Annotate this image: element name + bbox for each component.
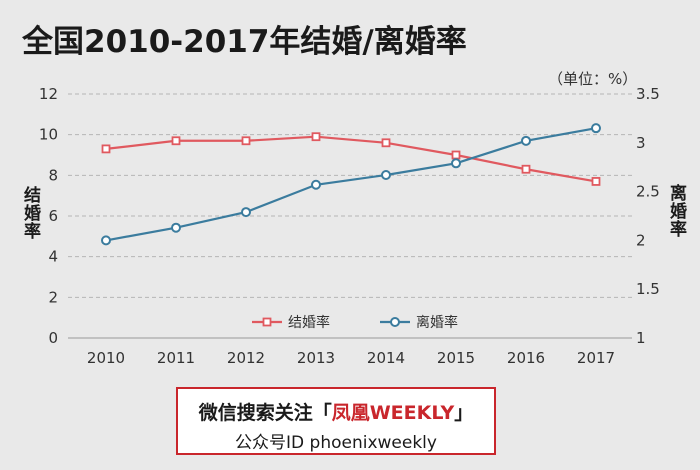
x-tick-label: 2012 bbox=[227, 349, 265, 367]
y-left-tick-label: 8 bbox=[48, 166, 58, 184]
data-point-marriage bbox=[381, 138, 391, 148]
y-left-tick-label: 0 bbox=[48, 329, 58, 347]
data-point-divorce bbox=[521, 135, 531, 146]
data-point-marriage bbox=[171, 136, 181, 146]
footer-suffix: 」 bbox=[454, 402, 474, 424]
data-point-marriage bbox=[591, 177, 601, 186]
data-point-marriage bbox=[451, 150, 461, 160]
y-axis-right-label: 离婚率 bbox=[666, 184, 686, 238]
x-tick-label: 2014 bbox=[367, 349, 405, 367]
series-line bbox=[105, 127, 597, 242]
footer-line-1: 微信搜索关注「凤凰WEEKLY」 bbox=[178, 398, 494, 425]
y-axis-left-label: 结婚率 bbox=[20, 186, 40, 240]
y-left-tick-label: 4 bbox=[48, 248, 58, 266]
y-right-tick-label: 1 bbox=[636, 329, 646, 347]
data-point-divorce bbox=[591, 123, 601, 134]
unit-label: （单位：%） bbox=[548, 70, 638, 88]
data-point-divorce bbox=[171, 222, 181, 233]
y-right-tick-label: 2 bbox=[636, 231, 646, 249]
data-point-divorce bbox=[101, 235, 111, 246]
data-point-marriage bbox=[521, 164, 531, 174]
data-point-marriage bbox=[241, 136, 251, 146]
data-point-divorce bbox=[241, 207, 251, 218]
x-tick-label: 2011 bbox=[157, 349, 195, 367]
chart-title: 全国2010-2017年结婚/离婚率 bbox=[22, 24, 467, 60]
legend-marker bbox=[390, 317, 400, 327]
data-point-divorce bbox=[451, 158, 461, 169]
x-tick-label: 2017 bbox=[577, 349, 615, 367]
x-tick-label: 2013 bbox=[297, 349, 335, 367]
legend-label: 结婚率 bbox=[288, 314, 330, 331]
y-right-tick-label: 2.5 bbox=[636, 183, 660, 201]
y-left-tick-label: 2 bbox=[48, 288, 58, 306]
data-point-marriage bbox=[311, 132, 321, 142]
footer-brand: 凤凰WEEKLY bbox=[331, 402, 455, 424]
series-line bbox=[105, 135, 597, 183]
x-tick-label: 2016 bbox=[507, 349, 545, 367]
footer-banner: 微信搜索关注「凤凰WEEKLY」 公众号ID phoenixweekly bbox=[176, 387, 496, 455]
data-point-divorce bbox=[311, 179, 321, 190]
legend-marker bbox=[262, 317, 272, 327]
y-right-tick-label: 1.5 bbox=[636, 280, 660, 298]
x-tick-label: 2010 bbox=[87, 349, 125, 367]
y-right-tick-label: 3 bbox=[636, 134, 646, 152]
y-left-tick-label: 6 bbox=[48, 207, 58, 225]
footer-line-2: 公众号ID phoenixweekly bbox=[235, 433, 437, 453]
x-tick-label: 2015 bbox=[437, 349, 475, 367]
data-point-divorce bbox=[381, 170, 391, 181]
y-left-tick-label: 12 bbox=[39, 85, 58, 103]
legend-label: 离婚率 bbox=[416, 314, 458, 331]
y-left-tick-label: 10 bbox=[39, 126, 58, 144]
data-point-marriage bbox=[101, 144, 111, 154]
footer-prefix: 微信搜索关注「 bbox=[198, 402, 332, 424]
y-right-tick-label: 3.5 bbox=[636, 85, 660, 103]
